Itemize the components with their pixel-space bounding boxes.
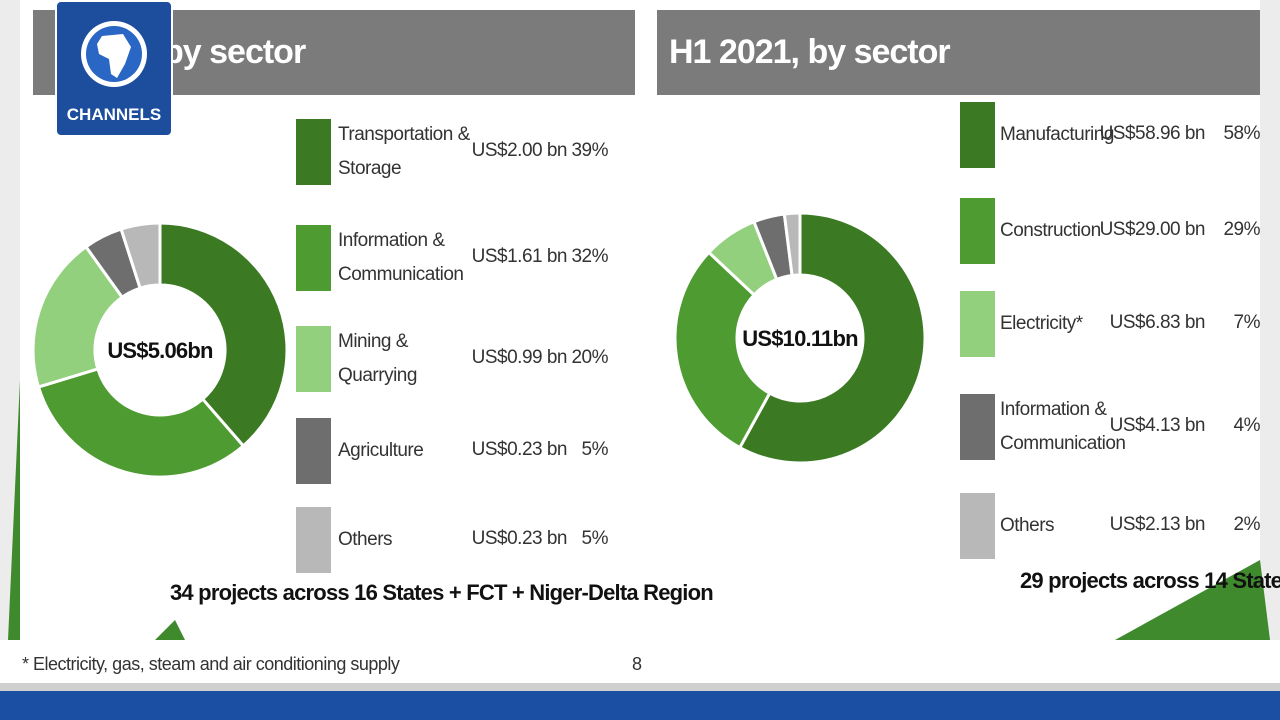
legend-swatch [296, 119, 331, 185]
legend-swatch [960, 291, 995, 357]
percent-label: 20% [571, 347, 608, 368]
legend-label: Mining & Quarrying [338, 331, 417, 386]
amount-label: US$0.23 bn [471, 528, 568, 549]
legend-label: Information & Communication [1000, 399, 1126, 454]
percent-label: 7% [1233, 312, 1261, 333]
donut-slice [737, 211, 927, 465]
amount-label: US$1.61 bn [471, 246, 568, 267]
center-label: US$5.06bn [107, 338, 213, 363]
legend-label: Manufacturing [1000, 124, 1114, 145]
legend-label: Information & Communication [338, 230, 464, 285]
legend-swatch [296, 418, 331, 484]
percent-label: 29% [1223, 219, 1260, 240]
legend-swatch [960, 493, 995, 559]
amount-label: US$0.99 bn [471, 347, 568, 368]
donut-slice [673, 250, 772, 450]
legend-label: Construction [1000, 220, 1101, 241]
logo-text: CHANNELS [66, 105, 162, 124]
percent-label: 2% [1233, 514, 1261, 535]
percent-label: 5% [581, 439, 609, 460]
amount-label: US$2.13 bn [1109, 514, 1206, 535]
amount-label: US$58.96 bn [1099, 123, 1206, 144]
center-label: US$10.11bn [742, 326, 858, 351]
legend-label: Others [338, 529, 393, 550]
percent-label: 39% [571, 140, 608, 161]
chart-note: 34 projects across 16 States + FCT + Nig… [170, 580, 714, 605]
legend-label: Electricity* [1000, 313, 1083, 334]
chart-title: H1 2021, by sector [657, 10, 1260, 95]
page-number: 8 [632, 654, 643, 674]
amount-label: US$0.23 bn [471, 439, 568, 460]
donut-slice [158, 221, 289, 448]
legend-swatch [296, 507, 331, 573]
legend-swatch [296, 326, 331, 392]
percent-label: 5% [581, 528, 609, 549]
legend-swatch [296, 225, 331, 291]
donut-slice [782, 211, 802, 278]
amount-label: US$2.00 bn [471, 140, 568, 161]
donut-slice [36, 367, 246, 479]
legend-label: Transportation & Storage [338, 124, 470, 179]
legend-swatch [960, 394, 995, 460]
channel-logo: CHANNELS [55, 0, 173, 137]
donut-slice [119, 221, 162, 291]
footnote: * Electricity, gas, steam and air condit… [22, 654, 400, 674]
chart-note: 29 projects across 14 States [1020, 568, 1280, 593]
percent-label: 4% [1233, 415, 1261, 436]
legend-swatch [960, 198, 995, 264]
legend-swatch [960, 102, 995, 168]
amount-label: US$4.13 bn [1109, 415, 1206, 436]
percent-label: 58% [1223, 123, 1260, 144]
logo-globe [81, 21, 147, 87]
amount-label: US$29.00 bn [1099, 219, 1206, 240]
percent-label: 32% [571, 246, 608, 267]
legend-label: Agriculture [338, 440, 424, 461]
legend-label: Others [1000, 515, 1055, 536]
amount-label: US$6.83 bn [1109, 312, 1206, 333]
